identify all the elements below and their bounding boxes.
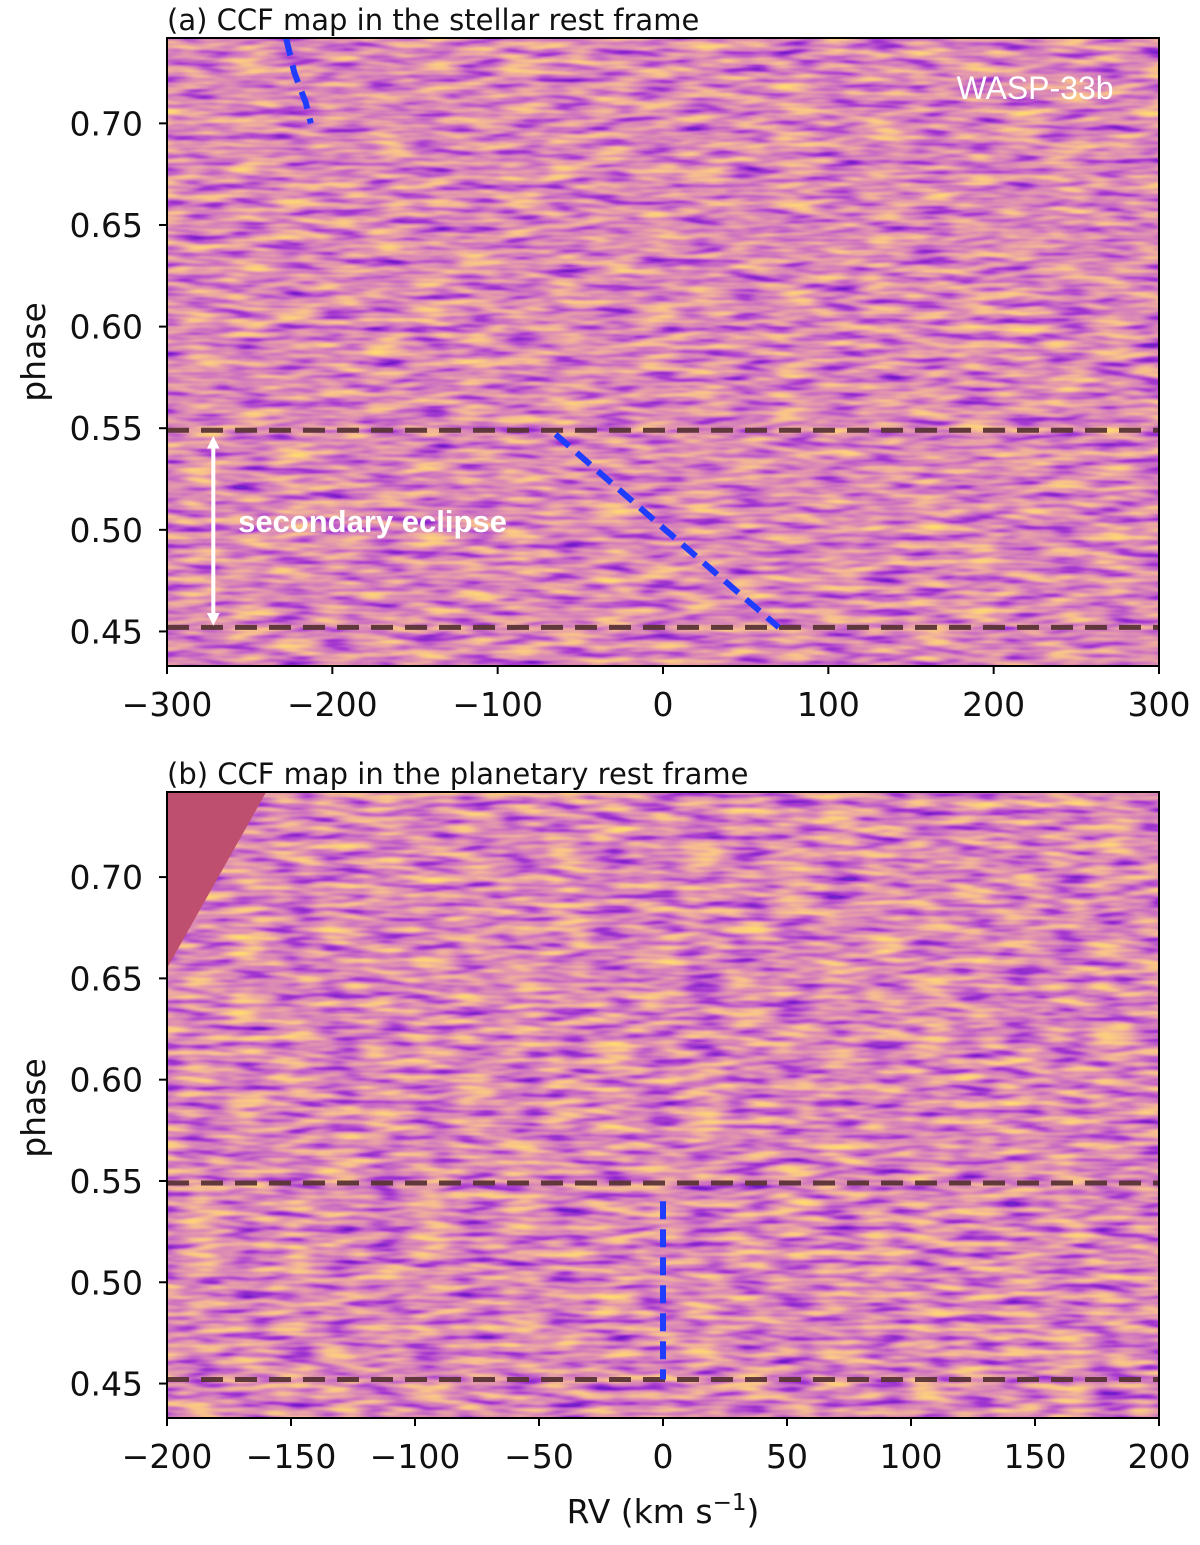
panel-b-y-axis-label: phase [14,1058,53,1158]
panel-a-x-tick-label-4: 100 [797,685,860,724]
x-axis-label-main: RV (km s [567,1492,713,1531]
panel-b-x-tick-label-2: −100 [370,1437,461,1476]
panel-a-x-tick-label-3: 0 [653,685,674,724]
panel-a-y-ticks: 0.45 0.50 0.55 0.60 0.65 0.70 [70,104,167,651]
x-axis-label-exponent: −1 [713,1490,747,1516]
panel-a-heatmap-noise [167,38,1159,666]
panel-b-x-tick-label-8: 200 [1128,1437,1191,1476]
panel-b-x-tick-label-3: −50 [504,1437,574,1476]
panel-b-x-ticks: −200 −150 −100 −50 0 50 100 150 200 [122,1418,1191,1476]
panel-b-x-tick-label-4: 0 [653,1437,674,1476]
panel-b-x-tick-label-6: 100 [880,1437,943,1476]
panel-a-overlay: WASP-33b secondary eclipse [167,37,1159,630]
panel-b-title: (b) CCF map in the planetary rest frame [167,757,749,791]
panel-a-annotation-0: WASP-33b [956,70,1113,106]
panel-b: (b) CCF map in the planetary rest frame … [14,757,1191,1531]
panel-b-y-tick-label-4: 0.65 [70,959,143,998]
panel-b-no-data-region [167,792,267,969]
panel-b-y-ticks: 0.45 0.50 0.55 0.60 0.65 0.70 [70,858,167,1404]
panel-b-y-tick-label-3: 0.60 [70,1061,143,1100]
panel-a-title: (a) CCF map in the stellar rest frame [167,3,699,37]
panel-b-y-tick-label-1: 0.50 [70,1263,143,1302]
panel-a-y-tick-label-1: 0.50 [70,511,143,550]
panel-b-y-tick-label-5: 0.70 [70,858,143,897]
panel-a-y-tick-label-4: 0.65 [70,206,143,245]
panel-b-x-tick-label-7: 150 [1004,1437,1067,1476]
panel-a-planet-trail-1 [553,432,781,630]
panel-a-x-tick-label-6: 300 [1128,685,1191,724]
panel-a-y-tick-label-5: 0.70 [70,104,143,143]
panel-a-x-ticks: −300 −200 −100 0 100 200 300 [122,666,1191,724]
panel-b-y-tick-label-2: 0.55 [70,1162,143,1201]
panel-a-y-axis-label: phase [14,302,53,402]
panel-a-y-tick-label-3: 0.60 [70,308,143,347]
panel-a-y-tick-label-0: 0.45 [70,612,143,651]
panel-b-x-tick-label-1: −150 [246,1437,337,1476]
panel-b-x-tick-label-5: 50 [766,1437,808,1476]
panel-a-x-tick-label-1: −200 [287,685,378,724]
panel-b-y-tick-label-0: 0.45 [70,1365,143,1404]
panel-b-heatmap [167,792,1159,1418]
panel-a-x-tick-label-2: −100 [452,685,543,724]
x-axis-label-close: ) [747,1492,760,1531]
panel-b-x-tick-label-0: −200 [122,1437,213,1476]
panel-a-y-tick-label-2: 0.55 [70,409,143,448]
panel-a: (a) CCF map in the stellar rest frame WA… [14,3,1191,724]
panel-a-x-tick-label-0: −300 [122,685,213,724]
panel-b-overlay [167,792,1159,1383]
panel-a-heatmap [167,38,1159,666]
panel-a-x-tick-label-5: 200 [962,685,1025,724]
panel-a-planet-trail-0 [283,37,314,125]
panel-a-annotation-1: secondary eclipse [238,504,507,539]
panel-b-x-axis-label: RV (km s−1) [567,1490,760,1531]
